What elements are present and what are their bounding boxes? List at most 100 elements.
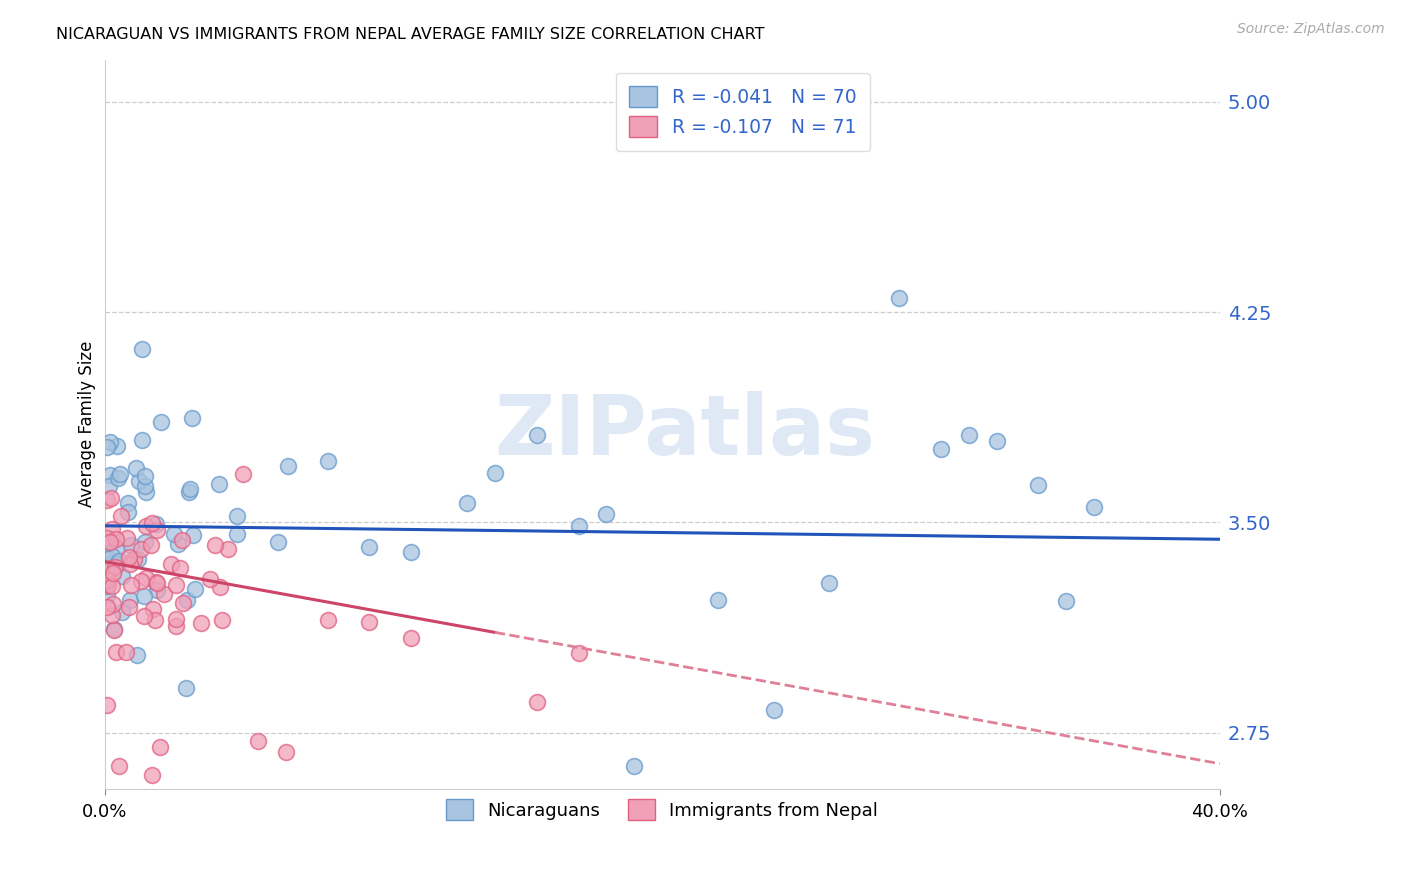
Point [145,517,167,532]
Point [100,561,122,575]
Point [122,551,145,566]
Point [127,551,149,566]
Point [176,593,198,607]
Point [101,579,124,593]
Point [97,578,120,592]
Point [127,648,149,662]
Point [456,496,478,510]
Point [110,508,132,523]
Point [96,531,118,545]
Point [484,466,506,480]
Point [399,545,422,559]
Text: ZIPatlas: ZIPatlas [494,391,875,472]
Point [132,608,155,623]
Point [174,681,197,695]
Point [141,516,163,530]
Point [98,434,121,449]
Point [139,538,162,552]
Point [120,538,142,552]
Point [162,526,184,541]
Point [267,534,290,549]
Point [316,613,339,627]
Point [209,580,232,594]
Point [169,561,191,575]
Point [141,768,163,782]
Point [217,541,239,556]
Point [198,572,221,586]
Point [117,496,139,510]
Point [887,291,910,305]
Point [97,573,120,587]
Point [177,485,200,500]
Point [97,479,120,493]
Point [96,600,118,615]
Text: Source: ZipAtlas.com: Source: ZipAtlas.com [1237,22,1385,37]
Point [103,566,125,581]
Point [135,485,157,500]
Point [96,579,118,593]
Point [111,605,134,619]
Point [101,608,124,623]
Text: NICARAGUAN VS IMMIGRANTS FROM NEPAL AVERAGE FAMILY SIZE CORRELATION CHART: NICARAGUAN VS IMMIGRANTS FROM NEPAL AVER… [56,27,765,42]
Point [103,597,125,611]
Point [100,522,122,536]
Point [107,471,129,485]
Point [211,613,233,627]
Y-axis label: Average Family Size: Average Family Size [79,341,96,508]
Point [134,534,156,549]
Point [172,596,194,610]
Point [986,434,1008,449]
Point [101,549,124,563]
Point [118,558,141,572]
Point [96,588,118,602]
Point [108,554,131,568]
Point [135,519,157,533]
Point [98,557,121,571]
Point [567,518,589,533]
Point [818,576,841,591]
Point [170,533,193,547]
Point [120,578,142,592]
Point [131,342,153,356]
Point [105,440,128,454]
Point [134,479,156,493]
Point [143,613,166,627]
Point [359,540,381,554]
Point [167,537,190,551]
Point [96,698,118,712]
Point [707,593,730,607]
Point [208,476,231,491]
Point [226,509,249,524]
Point [190,616,212,631]
Point [165,619,187,633]
Point [118,593,141,607]
Point [762,703,785,717]
Point [134,469,156,483]
Point [142,601,165,615]
Point [526,428,548,442]
Point [96,536,118,550]
Point [1054,593,1077,607]
Point [1028,478,1050,492]
Point [107,759,129,773]
Point [1083,500,1105,515]
Point [165,612,187,626]
Point [226,526,249,541]
Point [96,493,118,508]
Point [98,534,121,549]
Point [96,549,118,564]
Point [957,427,980,442]
Point [115,645,138,659]
Point [104,559,127,574]
Legend: Nicaraguans, Immigrants from Nepal: Nicaraguans, Immigrants from Nepal [436,789,889,831]
Point [129,541,152,556]
Point [623,759,645,773]
Point [132,589,155,603]
Point [145,583,167,598]
Point [117,505,139,519]
Point [104,645,127,659]
Point [129,574,152,588]
Point [274,746,297,760]
Point [103,623,125,637]
Point [277,458,299,473]
